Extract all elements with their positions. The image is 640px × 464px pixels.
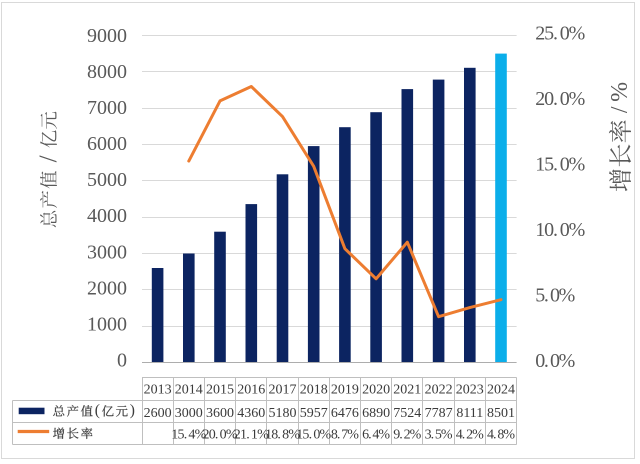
svg-text:2014: 2014 — [175, 382, 203, 397]
svg-text:8111: 8111 — [456, 406, 483, 421]
svg-text:4360: 4360 — [237, 406, 265, 421]
svg-text:1000: 1000 — [87, 314, 127, 336]
svg-text:20. 0%: 20. 0% — [535, 88, 585, 110]
svg-text:2019: 2019 — [331, 382, 359, 397]
svg-text:6476: 6476 — [331, 406, 359, 421]
svg-text:8. 7%: 8. 7% — [331, 428, 359, 443]
svg-text:%: % — [607, 82, 633, 102]
svg-text:5. 0%: 5. 0% — [535, 284, 575, 306]
svg-text:2023: 2023 — [456, 382, 484, 397]
svg-text:4. 2%: 4. 2% — [456, 428, 484, 443]
svg-text:9. 2%: 9. 2% — [393, 428, 421, 443]
svg-text:15. 0%: 15. 0% — [296, 428, 331, 443]
svg-text:/: / — [35, 155, 62, 162]
svg-text:2015: 2015 — [206, 382, 234, 397]
svg-text:2021: 2021 — [393, 382, 421, 397]
svg-text:2013: 2013 — [144, 382, 172, 397]
svg-text:/: / — [607, 106, 633, 113]
svg-text:2024: 2024 — [487, 382, 515, 397]
svg-text:8501: 8501 — [487, 406, 515, 421]
svg-text:2018: 2018 — [300, 382, 328, 397]
svg-text:15. 4%: 15. 4% — [171, 428, 206, 443]
svg-text:2000: 2000 — [87, 277, 127, 299]
svg-text:3. 5%: 3. 5% — [425, 428, 453, 443]
svg-text:7787: 7787 — [425, 406, 453, 421]
svg-text:2022: 2022 — [425, 382, 453, 397]
svg-text:0. 0%: 0. 0% — [535, 350, 575, 372]
svg-text:6. 4%: 6. 4% — [362, 428, 390, 443]
svg-text:20. 0%: 20. 0% — [203, 428, 238, 443]
svg-text:8000: 8000 — [87, 61, 127, 83]
svg-text:21. 1%: 21. 1% — [234, 428, 269, 443]
svg-text:): ) — [130, 402, 135, 419]
svg-text:5180: 5180 — [269, 406, 297, 421]
svg-text:10. 0%: 10. 0% — [535, 219, 585, 241]
svg-text:0: 0 — [117, 350, 127, 372]
svg-text:4. 8%: 4. 8% — [487, 428, 515, 443]
svg-text:5000: 5000 — [87, 169, 127, 191]
svg-text:9000: 9000 — [87, 25, 127, 47]
svg-text:2600: 2600 — [144, 406, 172, 421]
svg-text:18. 8%: 18. 8% — [265, 428, 300, 443]
svg-text:2020: 2020 — [362, 382, 390, 397]
svg-text:15. 0%: 15. 0% — [535, 154, 585, 176]
svg-text:25. 0%: 25. 0% — [535, 23, 585, 45]
svg-text:2017: 2017 — [269, 382, 297, 397]
svg-text:3600: 3600 — [206, 406, 234, 421]
svg-text:4000: 4000 — [87, 205, 127, 227]
svg-text:6000: 6000 — [87, 133, 127, 155]
svg-text:6890: 6890 — [362, 406, 390, 421]
svg-text:7000: 7000 — [87, 97, 127, 119]
svg-text:(: ( — [95, 402, 100, 419]
svg-text:7524: 7524 — [393, 406, 421, 421]
svg-text:2016: 2016 — [237, 382, 265, 397]
svg-text:3000: 3000 — [87, 241, 127, 263]
svg-text:5957: 5957 — [300, 406, 328, 421]
svg-text:3000: 3000 — [175, 406, 203, 421]
